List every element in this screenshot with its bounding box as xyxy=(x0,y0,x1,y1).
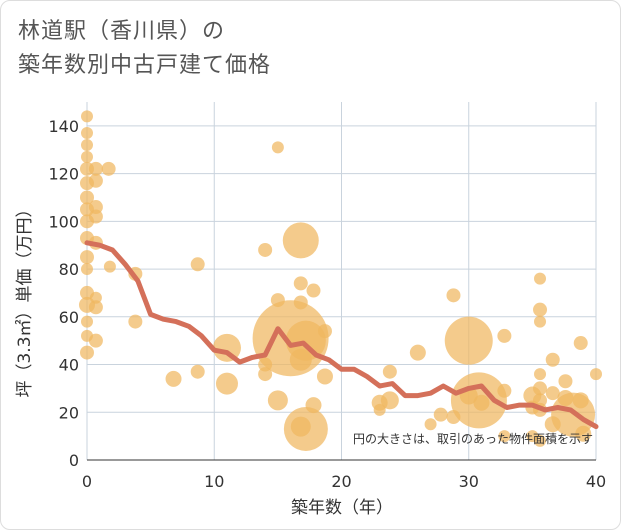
bubble-point-71 xyxy=(534,272,547,285)
trend-line-group xyxy=(84,240,599,430)
chart-title-line-1: 林道駅（香川県）の xyxy=(18,19,226,44)
x-tick-label-40: 40 xyxy=(586,472,606,491)
bubble-point-11 xyxy=(81,263,93,276)
bubble-point-29 xyxy=(165,370,182,387)
bubble-point-25 xyxy=(101,161,116,176)
bubble-point-43 xyxy=(293,295,308,310)
bubble-series xyxy=(79,110,602,451)
y-tick-label-0: 0 xyxy=(69,451,79,470)
bubble-point-88 xyxy=(590,368,602,381)
bubble-point-79 xyxy=(545,352,560,367)
y-tick-label-40: 40 xyxy=(59,356,79,375)
x-tick-label-0: 0 xyxy=(82,472,92,491)
bubble-point-67 xyxy=(498,430,511,443)
bubble-point-20 xyxy=(88,209,103,224)
bubble-point-2 xyxy=(81,138,93,151)
bubble-point-80 xyxy=(545,386,560,401)
bubble-point-87 xyxy=(575,425,592,442)
bubble-point-61 xyxy=(444,316,493,365)
bubble-point-30 xyxy=(190,257,205,272)
y-tick-label-20: 20 xyxy=(59,403,79,422)
bubble-point-58 xyxy=(433,407,448,422)
x-axis-title: 築年数（年） xyxy=(291,498,393,518)
bubble-point-72 xyxy=(533,302,548,317)
bubble-point-37 xyxy=(271,141,284,154)
bubble-point-28 xyxy=(128,314,143,329)
bubble-point-47 xyxy=(283,406,328,451)
bubble-point-42 xyxy=(293,276,308,291)
bubble-point-39 xyxy=(267,390,288,411)
x-tick-label-10: 10 xyxy=(204,472,224,491)
bubble-point-57 xyxy=(424,418,437,431)
bubble-point-53 xyxy=(373,403,386,416)
y-tick-label-100: 100 xyxy=(48,212,79,231)
x-tick-label-20: 20 xyxy=(331,472,351,491)
bubble-point-46 xyxy=(285,320,326,361)
bubble-point-86 xyxy=(572,392,589,409)
bubble-point-14 xyxy=(81,315,93,328)
y-tick-label-80: 80 xyxy=(59,260,79,279)
bubble-point-55 xyxy=(380,391,399,410)
bubble-size-note: 円の大きさは、取引のあった物件面積を示す xyxy=(353,431,593,446)
bubble-point-10 xyxy=(80,250,94,265)
bubble-point-85 xyxy=(573,336,588,351)
bubble-point-65 xyxy=(497,328,512,343)
bubble-point-54 xyxy=(382,364,397,379)
bubble-point-24 xyxy=(88,333,103,348)
bubble-point-41 xyxy=(282,222,319,259)
bubble-point-18 xyxy=(88,173,103,188)
x-tick-label-30: 30 xyxy=(459,472,479,491)
y-axis-title: 坪（3.3㎡）単価（万円） xyxy=(15,200,35,397)
bubble-point-51 xyxy=(316,368,333,385)
bubble-point-64 xyxy=(473,394,490,411)
bubble-point-0 xyxy=(81,110,93,123)
bubble-point-23 xyxy=(88,300,103,315)
grid-lines xyxy=(86,102,597,461)
bubble-point-31 xyxy=(190,364,205,379)
bubble-point-22 xyxy=(89,291,102,304)
tick-labels: 0 10 20 30 40 0 20 40 60 80 100 120 140 xyxy=(48,117,606,491)
bubble-point-26 xyxy=(103,260,116,273)
bubble-point-66 xyxy=(497,383,512,398)
bubble-point-78 xyxy=(534,434,547,447)
bubble-point-16 xyxy=(80,345,94,360)
bubble-point-56 xyxy=(409,344,426,361)
bubble-point-59 xyxy=(446,288,461,303)
trend-line xyxy=(84,240,599,430)
bubble-point-33 xyxy=(215,372,238,395)
chart-title-line-2: 築年数別中古戸建て価格 xyxy=(18,53,272,78)
bubble-point-49 xyxy=(305,397,322,414)
bubble-point-1 xyxy=(81,127,93,140)
bubble-point-73 xyxy=(534,315,547,328)
bubble-point-6 xyxy=(80,190,94,205)
bubble-point-36 xyxy=(258,367,273,382)
bubble-point-50 xyxy=(317,324,332,339)
y-tick-label-120: 120 xyxy=(48,165,79,184)
bubble-point-17 xyxy=(88,161,103,176)
chart-title: 林道駅（香川県）の 築年数別中古戸建て価格 xyxy=(18,15,271,83)
y-tick-label-60: 60 xyxy=(59,308,79,327)
bubble-point-75 xyxy=(533,381,548,396)
bubble-point-74 xyxy=(534,368,547,381)
y-tick-label-140: 140 xyxy=(48,117,79,136)
bubble-point-34 xyxy=(258,242,273,257)
bubble-point-82 xyxy=(558,374,573,389)
bubble-point-3 xyxy=(81,150,93,163)
bubble-point-48 xyxy=(306,283,321,298)
